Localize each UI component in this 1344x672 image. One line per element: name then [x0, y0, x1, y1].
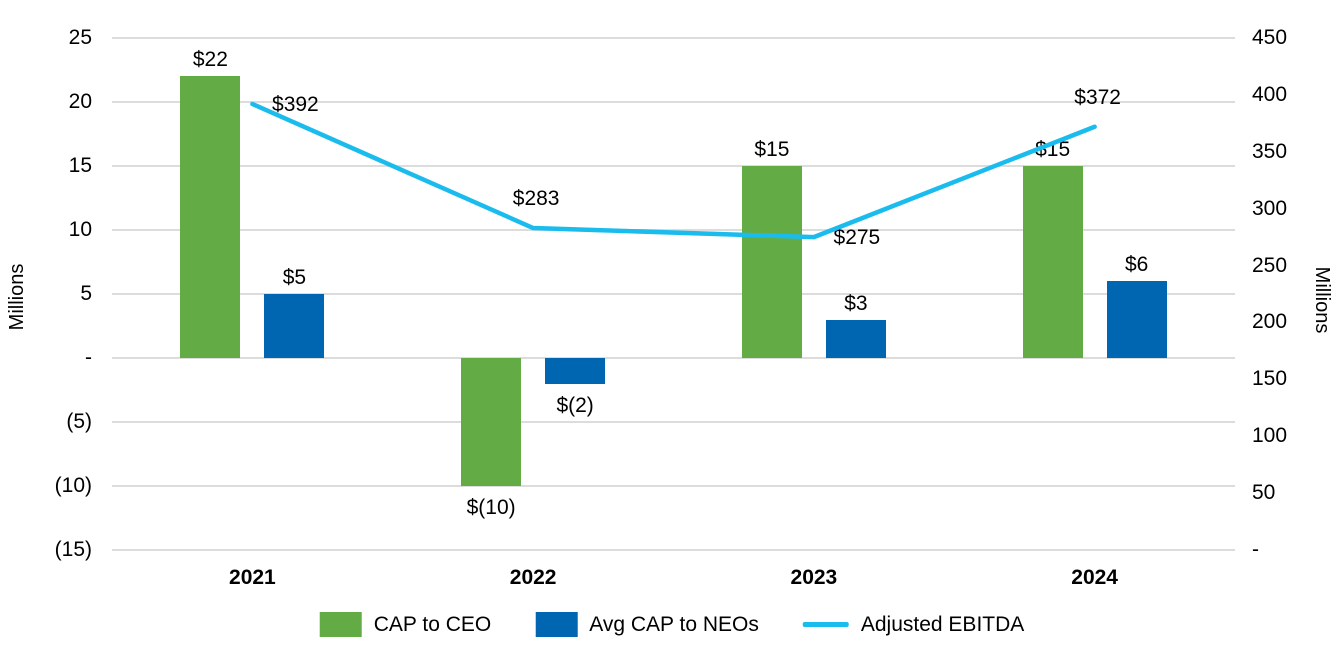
- right-axis-tick-label: 300: [1252, 196, 1288, 220]
- legend: CAP to CEO Avg CAP to NEOs Adjusted EBITDA: [319, 612, 1025, 637]
- left-axis-tick-label: 10: [68, 218, 92, 241]
- gridline: [112, 293, 1235, 295]
- bar-value-label: $5: [282, 266, 307, 289]
- left-axis-tick-label: 15: [68, 154, 92, 177]
- left-axis-tick-label: -: [85, 346, 92, 369]
- left-axis-tick-label: (15): [54, 538, 92, 561]
- bar-avg-cap-to-neos: [545, 358, 606, 384]
- line-value-label: $392: [272, 92, 319, 116]
- right-axis-tick-label: 100: [1252, 424, 1288, 448]
- right-axis-tick-label: 250: [1252, 253, 1288, 277]
- left-axis-tick-label: (5): [66, 410, 92, 433]
- left-axis-tick-label: 25: [68, 26, 92, 49]
- bar-value-label: $3: [844, 291, 868, 315]
- right-axis-tick-label: 400: [1252, 82, 1288, 106]
- bar-cap-to-ceo: [741, 166, 802, 358]
- bar-cap-to-ceo: [1022, 166, 1083, 358]
- line-value-label: $372: [1074, 85, 1121, 109]
- legend-item-avg-cap-to-neos: Avg CAP to NEOs: [535, 612, 759, 637]
- line-value-label: $283: [512, 187, 560, 210]
- legend-label: CAP to CEO: [373, 612, 492, 636]
- right-axis-tick-label: -: [1252, 538, 1259, 561]
- left-axis-tick-label: 5: [80, 282, 92, 305]
- adjusted-ebitda-polyline: [250, 101, 1097, 240]
- gridline: [112, 37, 1235, 39]
- bar-value-label: $(10): [466, 496, 516, 519]
- left-axis-tick-label: (10): [54, 474, 92, 497]
- right-axis-title: Millions: [1311, 266, 1333, 334]
- right-axis-tick-label: 150: [1252, 367, 1288, 391]
- bar-value-label: $15: [754, 138, 790, 161]
- legend-item-adjusted-ebitda: Adjusted EBITDA: [802, 612, 1025, 637]
- legend-swatch-adjusted-ebitda: [802, 622, 849, 627]
- legend-label: Adjusted EBITDA: [860, 612, 1025, 636]
- gridline: [112, 421, 1235, 423]
- right-axis-tick-label: 450: [1252, 26, 1288, 49]
- legend-item-cap-to-ceo: CAP to CEO: [319, 612, 492, 637]
- bar-avg-cap-to-neos: [264, 294, 325, 358]
- bar-value-label: $22: [192, 48, 228, 72]
- left-axis-tick-label: 20: [68, 90, 92, 113]
- right-axis-tick-label: 350: [1252, 139, 1288, 163]
- legend-swatch-cap-to-ceo: [319, 612, 362, 637]
- right-axis-tick-label: 200: [1252, 310, 1288, 334]
- x-axis-label: 2024: [1071, 566, 1118, 589]
- gridline: [112, 357, 1235, 359]
- bar-cap-to-ceo: [180, 76, 241, 358]
- x-axis-label: 2023: [790, 566, 838, 589]
- gridline: [112, 485, 1235, 487]
- x-axis-label: 2021: [229, 566, 276, 589]
- bar-avg-cap-to-neos: [825, 319, 886, 358]
- line-value-label: $275: [833, 226, 881, 250]
- bar-value-label: $(2): [556, 393, 594, 417]
- x-axis-label: 2022: [509, 566, 557, 589]
- left-axis-title: Millions: [6, 263, 28, 331]
- legend-swatch-avg-cap-to-neos: [535, 612, 578, 637]
- legend-label: Avg CAP to NEOs: [589, 612, 759, 636]
- bar-avg-cap-to-neos: [1106, 281, 1167, 358]
- right-axis-tick-label: 50: [1252, 481, 1276, 505]
- gridline: [112, 549, 1235, 551]
- bar-cap-to-ceo: [461, 358, 522, 486]
- bar-value-label: $6: [1124, 253, 1149, 277]
- bar-value-label: $15: [1035, 138, 1071, 161]
